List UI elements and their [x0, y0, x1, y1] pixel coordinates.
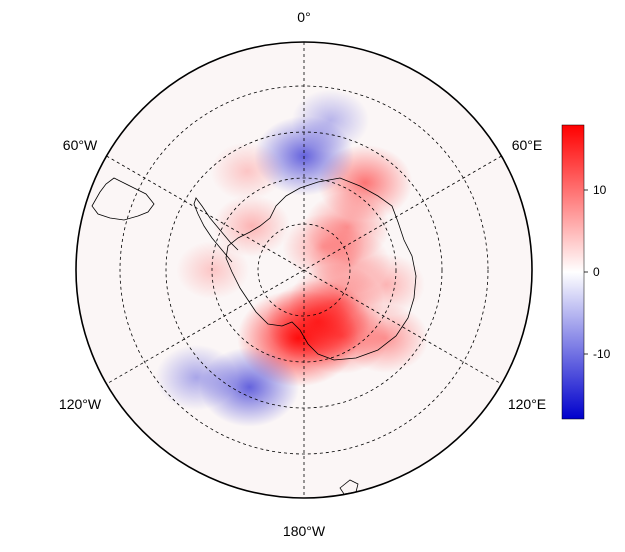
- anomaly-region-13: [155, 344, 238, 411]
- south-america-coastline: [91, 177, 155, 221]
- map-boundary: [75, 41, 533, 499]
- meridian-lines: [106, 42, 502, 498]
- meridian-label-180w: 180°W: [283, 523, 326, 539]
- meridian-label-0: 0°: [297, 9, 310, 25]
- meridian-label-120e: 120°E: [508, 396, 546, 412]
- anomaly-region-14: [176, 240, 250, 300]
- map-disk: [76, 42, 532, 498]
- anomaly-region-15: [212, 195, 291, 257]
- colorbar: 10 0 -10: [561, 124, 611, 420]
- colorbar-gradient: [561, 124, 585, 420]
- anomaly-region-9: [307, 229, 390, 295]
- meridian-label-60w: 60°W: [63, 137, 98, 153]
- colorbar-ticks: [584, 189, 588, 355]
- colorbar-tick-10: 10: [593, 183, 607, 197]
- colorbar-tick-0: 0: [593, 265, 600, 279]
- anomaly-region-11: [291, 89, 370, 152]
- new-zealand-coastline: [339, 479, 359, 495]
- anomaly-region-16: [210, 142, 284, 201]
- meridian-labels: 0° 60°E 120°E 180°W 120°W 60°W: [59, 9, 546, 539]
- antarctic-peninsula: [193, 197, 239, 263]
- colorbar-tick-neg10: -10: [593, 347, 611, 361]
- anomaly-field: [155, 89, 429, 427]
- meridian-label-60e: 60°E: [512, 137, 543, 153]
- meridian-label-120w: 120°W: [59, 396, 102, 412]
